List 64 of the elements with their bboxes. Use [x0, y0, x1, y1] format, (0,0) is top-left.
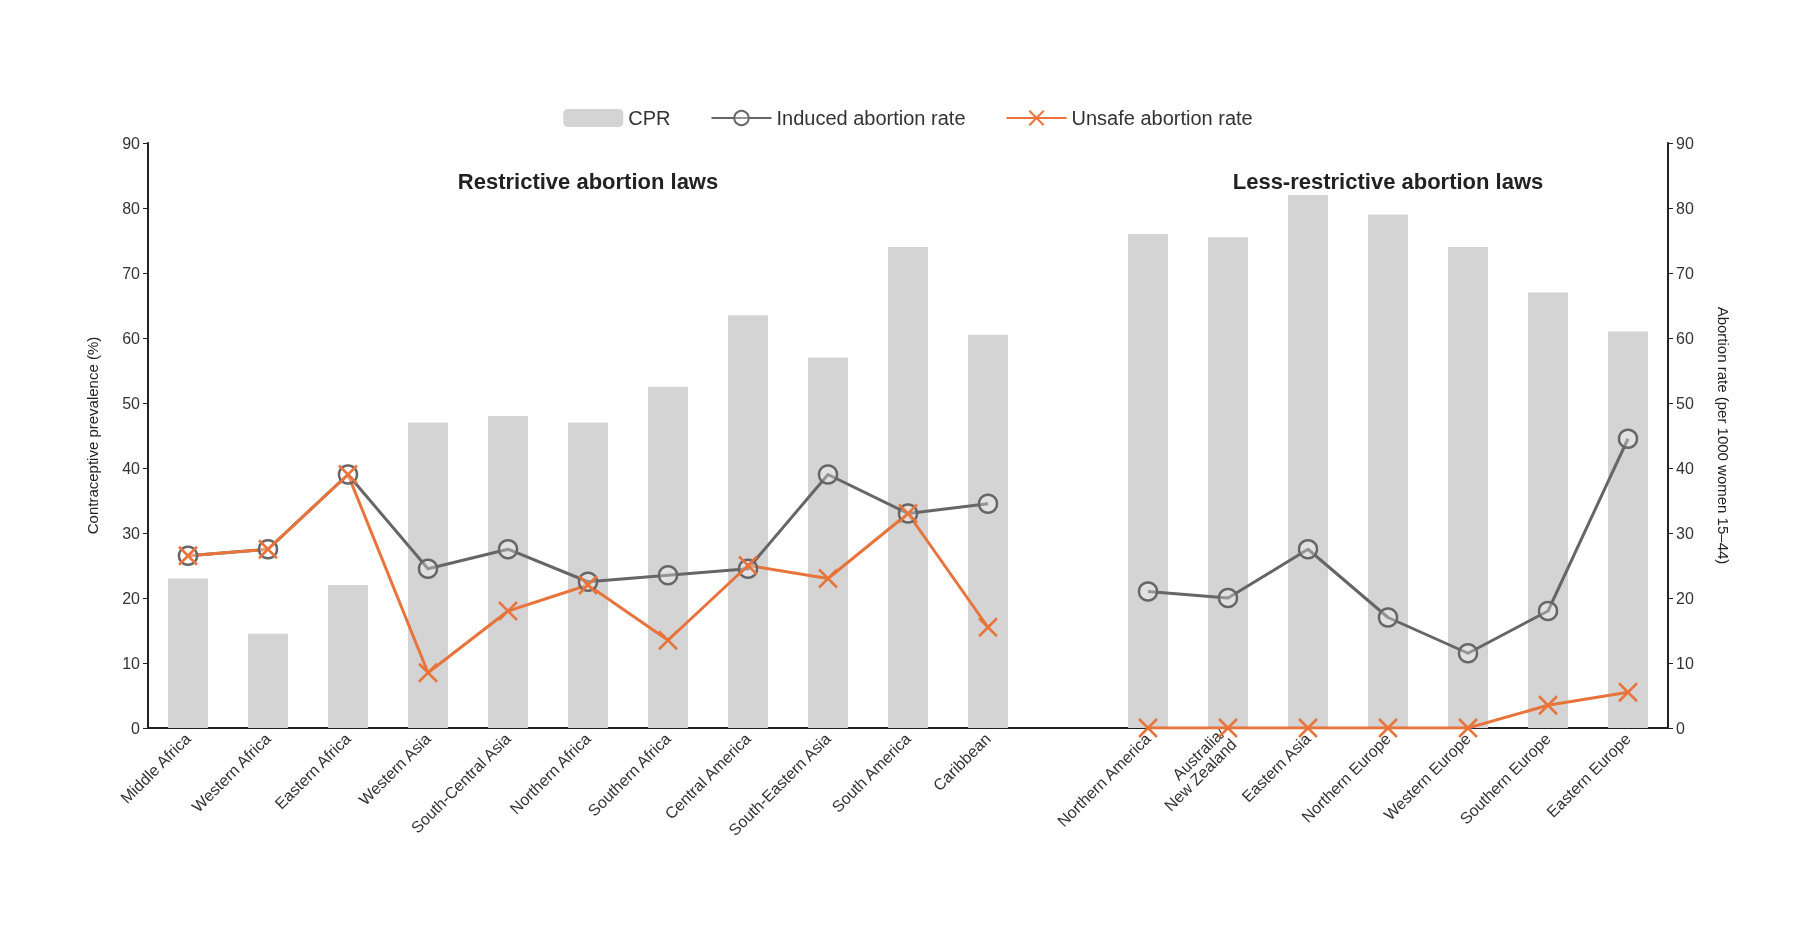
point	[977, 493, 999, 514]
y-tick-label: 0	[131, 719, 141, 737]
legend-label: Induced abortion rate	[776, 107, 966, 129]
point	[977, 617, 999, 638]
point	[1617, 428, 1639, 449]
bar	[568, 422, 608, 728]
y2-tick-label: 80	[1676, 199, 1694, 217]
y-tick-label: 10	[122, 654, 141, 672]
annotation: Restrictive abortion laws	[457, 168, 719, 194]
bar	[1208, 237, 1248, 728]
y-tick-label: 60	[122, 329, 141, 347]
y-tick-label: 90	[122, 134, 141, 152]
bar	[488, 416, 528, 728]
bar	[888, 247, 928, 728]
point	[657, 565, 679, 586]
bar	[328, 585, 368, 728]
annotation: Less-restrictive abortion laws	[1232, 168, 1544, 194]
y2-axis-title: Abortion rate (per 1000 women 15–44)	[1715, 306, 1732, 565]
point	[497, 539, 519, 560]
point	[817, 568, 839, 589]
legend-label: CPR	[628, 107, 671, 129]
bar	[168, 578, 208, 728]
bar	[648, 386, 688, 728]
y2-tick-label: 60	[1676, 329, 1694, 347]
point	[1537, 600, 1559, 622]
y2-tick-label: 90	[1676, 134, 1694, 152]
bar	[1448, 247, 1488, 728]
y2-tick-label: 30	[1676, 524, 1694, 542]
point	[1217, 587, 1239, 609]
y-tick-label: 80	[122, 199, 141, 217]
point	[417, 662, 439, 683]
y2-tick-label: 0	[1676, 719, 1685, 737]
y2-tick-label: 70	[1676, 264, 1694, 282]
point	[1457, 643, 1479, 664]
legend-label: Unsafe abortion rate	[1071, 107, 1253, 129]
y-tick-label: 50	[122, 394, 141, 412]
y-tick-label: 40	[122, 459, 141, 477]
point	[1537, 695, 1559, 716]
point	[1297, 539, 1319, 560]
y2-tick-label: 40	[1676, 459, 1694, 477]
y-tick-label: 20	[122, 589, 141, 607]
point	[1617, 682, 1639, 703]
bar	[248, 633, 288, 728]
point	[1137, 581, 1159, 602]
point	[1377, 607, 1399, 628]
y2-tick-label: 10	[1676, 654, 1694, 672]
y-axis-title: Contraceptive prevalence (%)	[84, 336, 101, 535]
y-tick-label: 70	[122, 264, 141, 282]
y2-tick-label: 50	[1676, 394, 1694, 412]
bar	[808, 357, 848, 728]
bar	[408, 422, 448, 728]
point	[817, 464, 839, 485]
point	[657, 630, 679, 651]
bar	[1288, 195, 1328, 728]
bar	[968, 334, 1008, 728]
point	[417, 558, 439, 579]
y-tick-label: 30	[122, 524, 141, 542]
bar	[1528, 292, 1568, 728]
bar	[1368, 214, 1408, 728]
bar	[1608, 331, 1648, 728]
y2-tick-label: 20	[1676, 589, 1694, 607]
bar	[728, 315, 768, 728]
bar	[1128, 234, 1168, 728]
point	[497, 600, 519, 622]
